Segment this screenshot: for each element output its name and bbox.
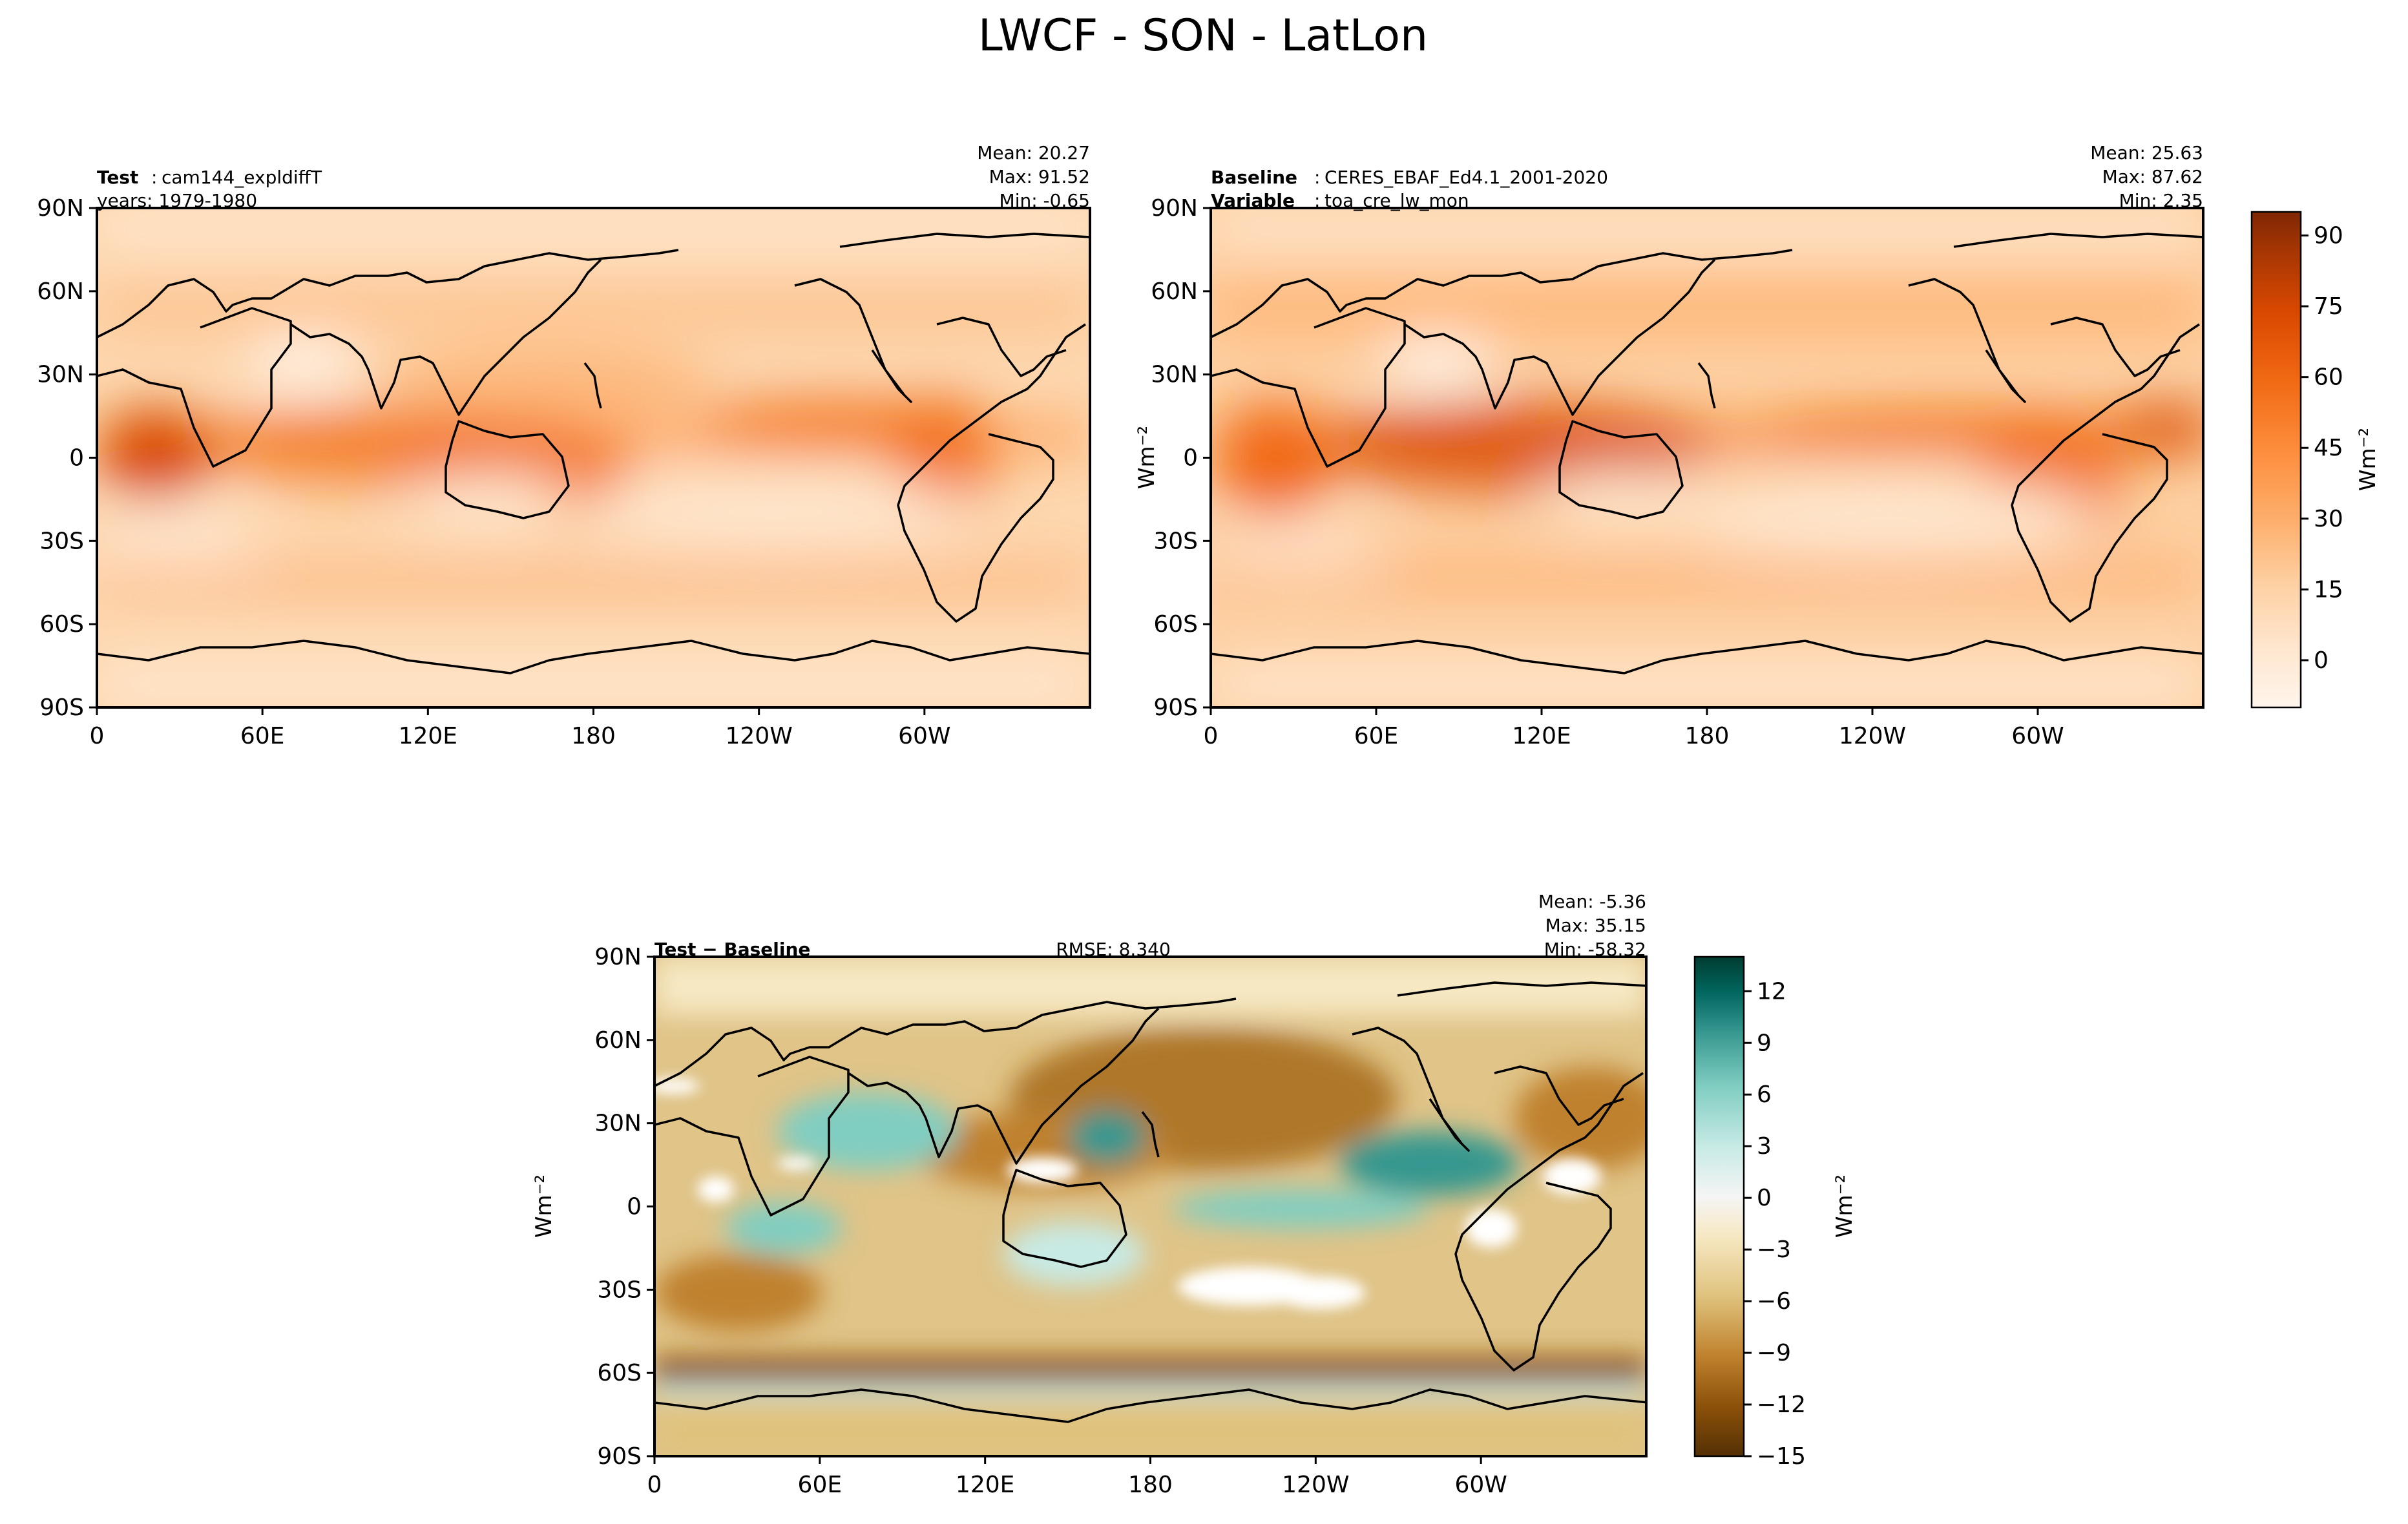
test-xtick-label: 180 — [571, 723, 616, 749]
test-xtick-label: 60W — [898, 723, 950, 749]
diff-ytick-label: 0 — [627, 1194, 642, 1220]
colorbar-bottom-ramp — [1693, 955, 1745, 1457]
colorbar-bottom-ticks: 12 9 6 3 0 −3 −6 −9 −12 −15 — [1744, 978, 1806, 1470]
diff-masked-regions — [654, 1078, 1601, 1309]
diff-min: Min: -58.32 — [1544, 939, 1646, 960]
diff-xtick-label: 60E — [798, 1472, 843, 1498]
baseline-label: Baseline — [1211, 167, 1297, 188]
colorbar-top-ramp — [2250, 211, 2302, 709]
diff-xtick-label: 120W — [1282, 1472, 1349, 1498]
test-xtick-label: 60E — [240, 723, 285, 749]
diff-mean: Mean: -5.36 — [1538, 891, 1646, 912]
colorbar-top-tick-label: 0 — [2314, 647, 2329, 674]
colorbar-top-tick-label: 15 — [2314, 576, 2343, 603]
baseline-variable-sep: : — [1314, 190, 1320, 211]
baseline-dataset-name: CERES_EBAF_Ed4.1_2001-2020 — [1324, 167, 1608, 188]
baseline-xtick-label: 180 — [1685, 723, 1730, 749]
colorbar-bottom: 12 9 6 3 0 −3 −6 −9 −12 −15 Wm⁻² — [1693, 955, 1858, 1470]
diff-ytick-label: 30N — [594, 1111, 642, 1137]
test-ytick-label: 30S — [39, 528, 84, 554]
diff-xtick-label: 0 — [647, 1472, 662, 1498]
colorbar-bottom-tick-label: 9 — [1757, 1030, 1772, 1056]
baseline-mean: Mean: 25.63 — [2090, 142, 2203, 163]
colorbar-top-tick-label: 60 — [2314, 364, 2343, 391]
colorbar-bottom-tick-label: 12 — [1757, 978, 1786, 1005]
diff-rmse: RMSE: 8.340 — [1056, 939, 1171, 960]
colorbar-top-tick-label: 45 — [2314, 435, 2343, 461]
test-xtick-label: 120E — [399, 723, 457, 749]
colorbar-bottom-tick-label: 0 — [1757, 1185, 1772, 1211]
baseline-ytick-label: 0 — [1183, 445, 1198, 472]
test-ytick-label: 60N — [37, 278, 84, 305]
baseline-ytick-label: 60N — [1151, 278, 1198, 305]
test-ytick-label: 30N — [37, 362, 84, 388]
colorbar-bottom-tick-label: −12 — [1757, 1392, 1806, 1418]
diff-ylabel: Wm⁻² — [531, 1174, 557, 1238]
colorbar-top-tick-label: 75 — [2314, 293, 2343, 320]
baseline-xtick-label: 60W — [2011, 723, 2064, 749]
baseline-variable-name: toa_cre_lw_mon — [1324, 190, 1469, 211]
baseline-variable-label: Variable — [1211, 190, 1295, 211]
diff-label: Test − Baseline — [654, 939, 810, 960]
baseline-ytick-label: 30S — [1153, 528, 1198, 554]
test-ytick-label: 60S — [39, 611, 84, 638]
diff-max: Max: 35.15 — [1545, 915, 1646, 936]
colorbar-bottom-tick-label: 3 — [1757, 1133, 1772, 1160]
colorbar-top-label: Wm⁻² — [2355, 428, 2381, 491]
colorbar-top-ticks: 90 75 60 45 30 15 0 — [2301, 223, 2343, 674]
baseline-xtick-label: 0 — [1204, 723, 1219, 749]
diff-xtick-label: 60W — [1454, 1472, 1507, 1498]
colorbar-bottom-tick-label: −3 — [1757, 1237, 1791, 1263]
colorbar-bottom-tick-label: −9 — [1757, 1340, 1791, 1366]
test-max: Max: 91.52 — [989, 166, 1090, 187]
test-sep: : — [151, 167, 157, 188]
baseline-max: Max: 87.62 — [2102, 166, 2203, 187]
test-case-name: cam144_expldiffT — [162, 167, 322, 188]
test-ytick-label: 90N — [37, 195, 84, 222]
test-ytick-label: 90S — [39, 694, 84, 721]
diff-xtick-label: 120E — [956, 1472, 1014, 1498]
test-years: years: 1979-1980 — [97, 190, 257, 211]
colorbar-bottom-tick-label: −6 — [1757, 1288, 1791, 1315]
colorbar-bottom-tick-label: −15 — [1757, 1443, 1806, 1470]
test-mean: Mean: 20.27 — [977, 142, 1090, 163]
colorbar-top-tick-label: 90 — [2314, 223, 2343, 249]
colorbar-bottom-tick-label: 6 — [1757, 1081, 1772, 1108]
baseline-ytick-label: 90S — [1153, 694, 1198, 721]
baseline-xtick-label: 120W — [1839, 723, 1906, 749]
test-xtick-label: 120W — [726, 723, 793, 749]
colorbar-top: 90 75 60 45 30 15 0 Wm⁻² — [2250, 211, 2381, 709]
baseline-ytick-label: 90N — [1151, 195, 1198, 222]
figure-title: LWCF - SON - LatLon — [978, 10, 1428, 61]
diff-ytick-label: 60S — [597, 1360, 642, 1386]
test-min: Min: -0.65 — [1000, 190, 1090, 211]
test-label: Test — [97, 167, 138, 188]
baseline-ytick-label: 60S — [1153, 611, 1198, 638]
baseline-ytick-label: 30N — [1151, 362, 1198, 388]
baseline-min: Min: 2.35 — [2119, 190, 2203, 211]
test-xtick-label: 0 — [90, 723, 105, 749]
colorbar-top-tick-label: 30 — [2314, 506, 2343, 532]
colorbar-bottom-label: Wm⁻² — [1832, 1174, 1858, 1238]
test-ytick-label: 0 — [69, 445, 84, 472]
diff-ytick-label: 90N — [594, 944, 642, 970]
baseline-xtick-label: 60E — [1354, 723, 1399, 749]
baseline-sep: : — [1314, 167, 1320, 188]
diff-xtick-label: 180 — [1128, 1472, 1173, 1498]
shared-ylabel: Wm⁻² — [1134, 426, 1160, 489]
diff-ytick-label: 60N — [594, 1027, 642, 1054]
diff-ytick-label: 30S — [597, 1277, 642, 1303]
diff-ytick-label: 90S — [597, 1443, 642, 1470]
baseline-xtick-label: 120E — [1512, 723, 1571, 749]
